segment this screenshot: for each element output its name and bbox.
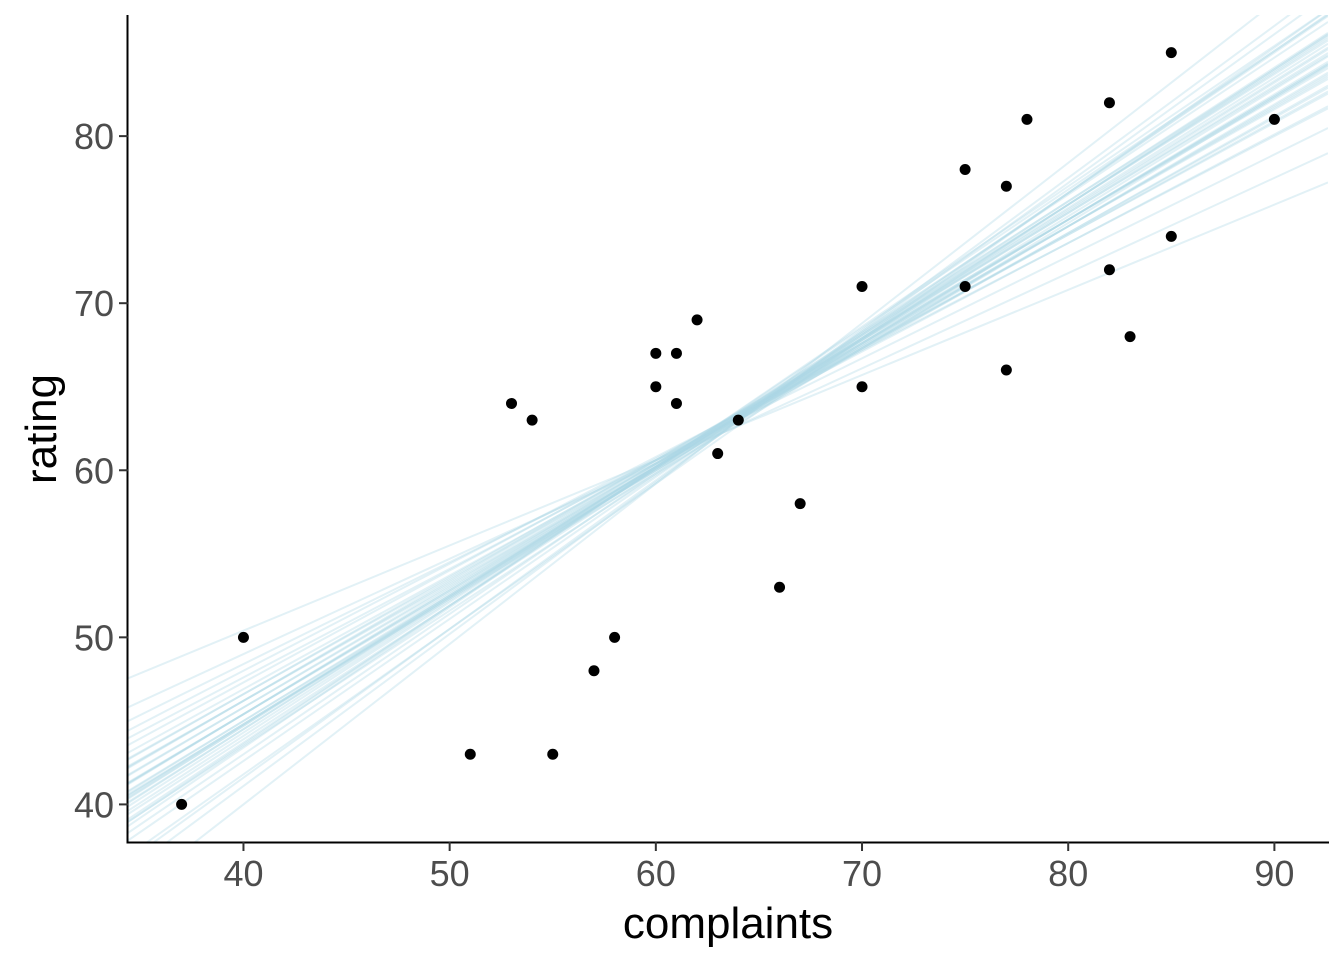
data-point (774, 581, 786, 593)
regression-line (128, 84, 1328, 768)
regression-line (128, 15, 1328, 842)
data-point (856, 280, 868, 292)
data-point (237, 631, 249, 643)
data-point (959, 164, 971, 176)
regression-line (128, 33, 1328, 823)
regression-line (193, 15, 1260, 842)
regression-line (165, 15, 1291, 842)
data-point (526, 414, 538, 426)
data-point (1021, 113, 1033, 125)
regression-line (128, 21, 1328, 821)
regression-line (128, 34, 1328, 804)
regression-line (128, 15, 1322, 828)
data-points (176, 47, 1280, 810)
regression-line (128, 73, 1328, 776)
data-point (712, 448, 724, 460)
regression-line (128, 55, 1328, 797)
data-point (547, 748, 559, 760)
data-point (506, 397, 518, 409)
regression-line (128, 52, 1328, 793)
regression-line (128, 76, 1328, 769)
regression-line (128, 35, 1328, 815)
y-tick-label: 50 (74, 617, 114, 658)
regression-line (128, 92, 1328, 747)
y-tick-label: 40 (74, 784, 114, 825)
regression-line (128, 107, 1328, 732)
x-tick-label: 90 (1254, 853, 1294, 894)
data-point (856, 381, 868, 393)
x-axis-title: complaints (623, 899, 833, 948)
x-tick-label: 40 (223, 853, 263, 894)
x-tick-label: 70 (842, 853, 882, 894)
data-point (691, 314, 703, 326)
regression-line (128, 67, 1328, 770)
regression-line (128, 127, 1328, 723)
data-point (588, 665, 600, 677)
regression-line (128, 152, 1328, 709)
data-point (176, 798, 188, 810)
y-tick-label: 80 (74, 116, 114, 157)
regression-line (152, 15, 1303, 842)
regression-line (128, 42, 1328, 804)
x-tick-label: 60 (636, 853, 676, 894)
regression-line (128, 46, 1328, 798)
regression-line (128, 15, 1328, 823)
data-point (732, 414, 744, 426)
regression-line (128, 54, 1328, 786)
regression-line (128, 71, 1328, 784)
regression-line (128, 64, 1328, 796)
regression-line (128, 90, 1328, 754)
y-axis-ticks: 40 50 60 70 80 (74, 116, 128, 825)
regression-line (128, 63, 1328, 785)
x-axis-ticks: 40 50 60 70 80 90 (223, 842, 1294, 894)
x-tick-label: 50 (430, 853, 470, 894)
data-point (650, 381, 662, 393)
regression-line (145, 15, 1323, 842)
regression-line (128, 60, 1328, 792)
data-point (794, 498, 806, 510)
regression-lines (128, 15, 1328, 842)
regression-line (128, 181, 1328, 680)
y-tick-label: 60 (74, 450, 114, 491)
y-tick-label: 70 (74, 283, 114, 324)
regression-line (128, 37, 1328, 808)
data-point (1165, 47, 1177, 59)
data-point (650, 347, 662, 359)
data-point (1000, 180, 1012, 192)
data-point (1103, 97, 1115, 109)
regression-line (128, 105, 1328, 740)
regression-line (128, 48, 1328, 799)
regression-line (128, 63, 1328, 785)
data-point (1103, 264, 1115, 276)
regression-line (128, 86, 1328, 760)
data-point (1165, 230, 1177, 242)
data-point (609, 631, 621, 643)
data-point (464, 748, 476, 760)
regression-line (128, 32, 1328, 812)
regression-line (128, 65, 1328, 777)
data-point (1268, 113, 1280, 125)
regression-line (128, 78, 1328, 761)
data-point (1000, 364, 1012, 376)
x-tick-label: 80 (1048, 853, 1088, 894)
data-point (670, 347, 682, 359)
y-axis-title: rating (17, 374, 66, 484)
data-point (1124, 331, 1136, 343)
data-point (670, 397, 682, 409)
regression-line (128, 39, 1328, 800)
data-point (959, 280, 971, 292)
regression-line (128, 15, 1328, 834)
